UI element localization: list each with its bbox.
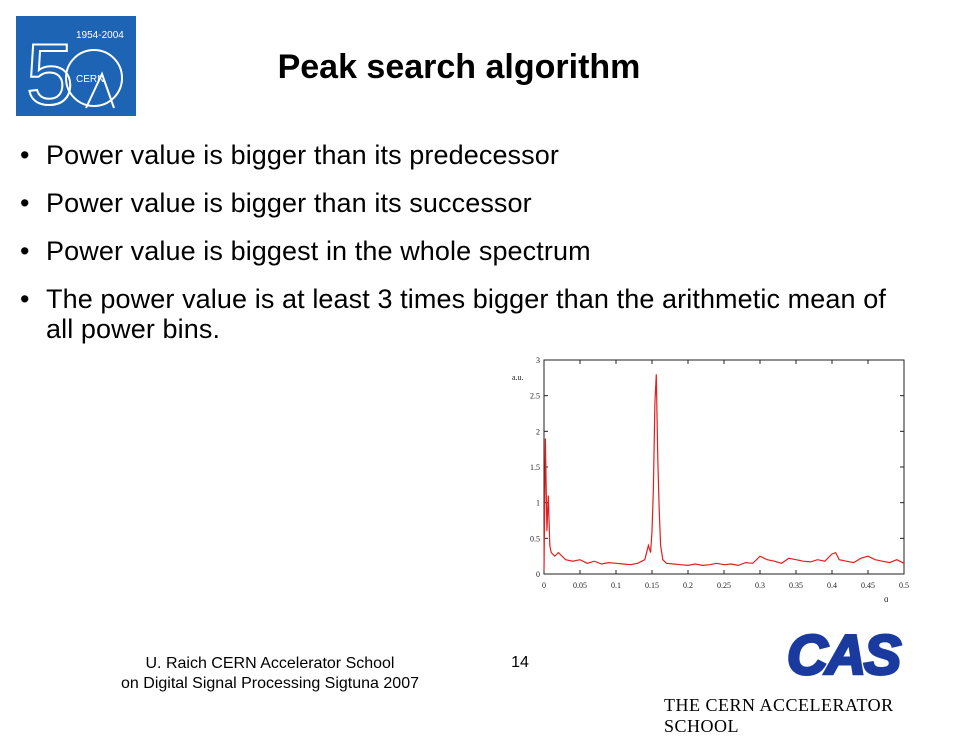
x-tick-label: 0.1 — [611, 581, 621, 590]
page-title: Peak search algorithm — [277, 48, 641, 86]
x-tick-label: 0.3 — [755, 581, 765, 590]
y-tick-label: 0.5 — [530, 534, 540, 543]
cern-50-logo: 5 1954-2004 CERN — [16, 16, 136, 116]
page-number: 14 — [511, 654, 529, 671]
x-tick-label: 0.25 — [717, 581, 731, 590]
footer-author-line2: on Digital Signal Processing Sigtuna 200… — [121, 675, 419, 692]
y-tick-label: 2.5 — [530, 392, 540, 401]
y-tick-label: 3 — [536, 356, 540, 365]
x-tick-label: 0.5 — [899, 581, 909, 590]
cas-logo-icon: CAS — [786, 622, 905, 688]
cas-school-name: THE CERN ACCELERATOR SCHOOL — [664, 695, 894, 736]
chart-svg: 0 0.05 0.1 0.15 0.2 0.25 0.3 0.35 0.4 0.45 0.5 0 0.5… — [512, 356, 909, 602]
y-tick-label: 1.5 — [530, 463, 540, 472]
bullet-item: Power value is bigger than its predecess… — [20, 140, 920, 170]
plot-frame — [543, 359, 905, 575]
cern-50-years-logo-icon: 5 1954-2004 CERN — [16, 16, 136, 116]
x-tick-label: 0.2 — [683, 581, 693, 590]
bullet-item: The power value is at least 3 times bigg… — [20, 284, 920, 344]
footer-author: U. Raich CERN Accelerator School on Digi… — [60, 654, 480, 694]
x-tick-label: 0.35 — [789, 581, 803, 590]
x-tick-label: 0.05 — [573, 581, 587, 590]
logo-years: 1954-2004 — [76, 30, 124, 41]
bullet-item: Power value is bigger than its successor — [20, 188, 920, 218]
x-tick-label: 0.4 — [827, 581, 837, 590]
bullet-item: Power value is biggest in the whole spec… — [20, 236, 920, 266]
cas-logo: CAS — [785, 622, 935, 688]
series-line — [543, 374, 905, 571]
x-axis-label: q — [884, 594, 889, 602]
x-tick-label: 0.15 — [645, 581, 659, 590]
y-axis-label: a.u. — [512, 373, 524, 382]
y-tick-label: 2 — [536, 427, 540, 436]
y-tick-label: 1 — [536, 499, 540, 508]
logo-org: CERN — [76, 74, 104, 85]
x-tick-label: 0.45 — [861, 581, 875, 590]
power-spectrum-chart: 0 0.05 0.1 0.15 0.2 0.25 0.3 0.35 0.4 0.45 0.5 0 0.5… — [508, 352, 920, 602]
cas-logo-text: CAS — [787, 624, 901, 682]
x-tick-label: 0 — [542, 581, 546, 590]
y-tick-label: 0 — [536, 570, 540, 579]
footer-author-line1: U. Raich CERN Accelerator School — [145, 655, 395, 672]
bullet-list: Power value is bigger than its predecess… — [20, 140, 920, 362]
